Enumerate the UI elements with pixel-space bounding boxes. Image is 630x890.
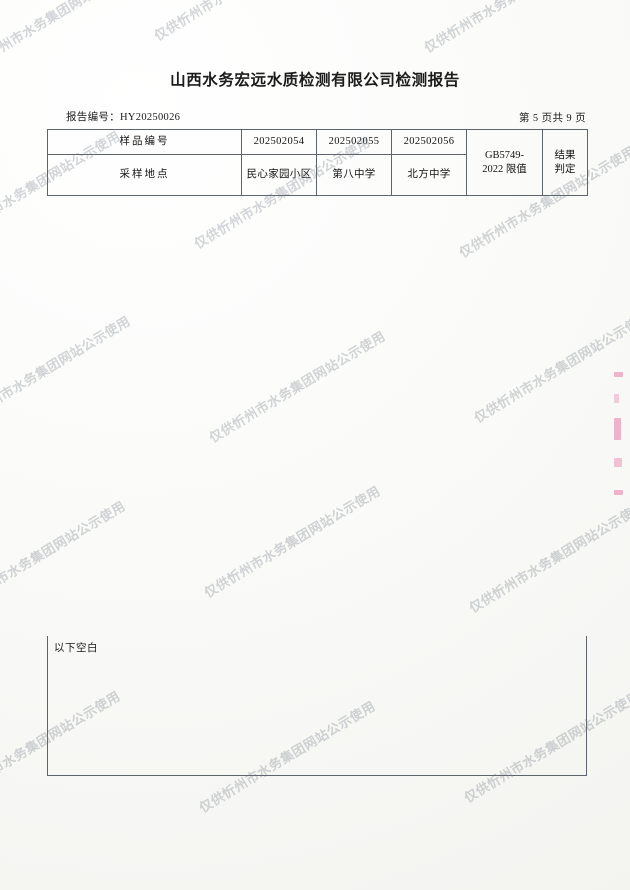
watermark-text: 仅供忻州市水务集团网站公示使用: [467, 499, 630, 617]
watermark-text: 仅供忻州市水务集团网站公示使用: [0, 499, 129, 617]
judgement-header: 结果 判定: [542, 129, 588, 196]
watermark-text: 仅供忻州市水务集团网站公示使用: [150, 0, 333, 44]
table-header-sample-no: 样品编号 202502054 202502055 202502056 GB574…: [47, 129, 588, 196]
table-header-sampling-site: 采样地点 民心家园小区 第八中学 北方中学: [47, 154, 588, 196]
official-stamp: [612, 372, 628, 500]
watermark-text: 仅供忻州市水务集团网站公示使用: [472, 309, 630, 427]
judgement-line1: 结果: [554, 150, 576, 162]
blank-area-box: [47, 636, 587, 776]
limit-standard-line1: GB5749-: [484, 150, 525, 162]
test-results-table: 样品编号 202502054 202502055 202502056 GB574…: [47, 129, 588, 196]
watermark-text: 仅供忻州市水务集团网站公示使用: [207, 329, 389, 447]
limit-standard-header: GB5749- 2022 限值: [466, 129, 543, 196]
page-title: 山西水务宏远水质检测有限公司检测报告: [170, 72, 460, 89]
blank-area-note: 以下空白: [54, 643, 98, 654]
report-number: 报告编号：HY20250026: [66, 112, 181, 123]
watermark-text: 仅供忻州市水务集团网站公示使用: [0, 0, 144, 77]
sample-number-1: 202502054: [241, 129, 317, 155]
sample-no-label: 样品编号: [47, 129, 242, 155]
judgement-line2: 判定: [554, 163, 576, 175]
sample-number-3: 202502056: [391, 129, 467, 155]
sampling-site-1: 民心家园小区: [241, 154, 317, 196]
page-number: 第 5 页共 9 页: [519, 113, 586, 124]
sampling-site-2: 第八中学: [316, 154, 392, 196]
watermark-text: 仅供忻州市水务集团网站公示使用: [420, 0, 603, 56]
watermark-text: 仅供忻州市水务集团网站公示使用: [0, 314, 134, 432]
limit-standard-line2: 2022 限值: [482, 163, 527, 175]
sampling-site-3: 北方中学: [391, 154, 467, 196]
sample-number-2: 202502055: [316, 129, 392, 155]
watermark-text: 仅供忻州市水务集团网站公示使用: [202, 484, 384, 602]
sampling-site-label: 采样地点: [47, 154, 242, 196]
